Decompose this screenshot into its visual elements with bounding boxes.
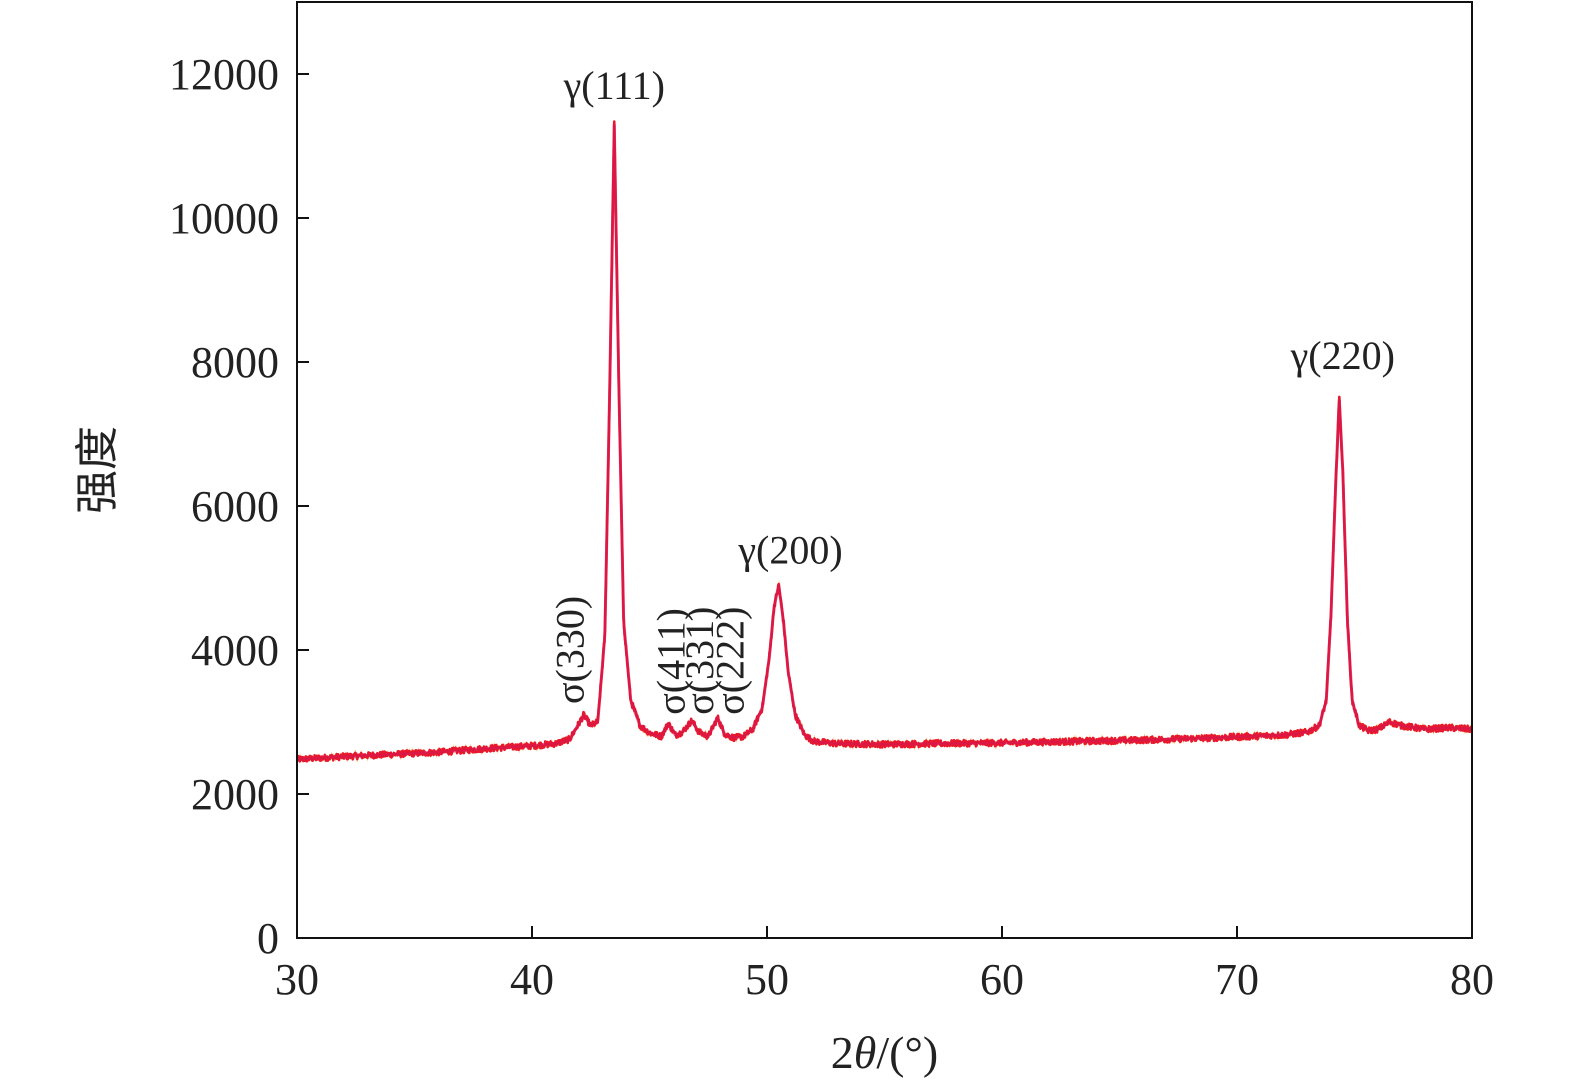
peak-label: γ(200) [737,528,842,573]
series-line [297,120,1472,763]
x-tick-label: 30 [275,955,319,1004]
peak-label: σ(411) [649,608,694,715]
x-axis-title-unit: /(°) [876,1027,938,1078]
y-tick-label: 4000 [191,626,279,675]
y-tick-label: 2000 [191,770,279,819]
x-axis-title: 2θ/(°) [831,1027,938,1078]
x-tick-label: 70 [1215,955,1259,1004]
x-tick-label: 50 [745,955,789,1004]
plot-area [297,120,1472,763]
x-axis-title-theta: θ [854,1027,877,1078]
x-tick-label: 80 [1450,955,1494,1004]
x-tick-label: 40 [510,955,554,1004]
x-tick-label: 60 [980,955,1024,1004]
peak-label: σ(330) [548,596,593,704]
y-tick-label: 8000 [191,338,279,387]
peak-annotations: γ(111) γ(200) γ(220) σ(330) σ(411)σ(331)σ(22… [548,63,1395,715]
y-tick-label: 0 [257,914,279,963]
y-tick-label: 6000 [191,482,279,531]
peak-label: γ(111) [563,63,665,108]
series-line-shadow [297,121,1472,763]
y-tick-label: 12000 [169,50,279,99]
plot-frame [296,1,1473,939]
x-axis-title-num: 2 [831,1027,854,1078]
peak-label: γ(220) [1290,333,1395,378]
y-tick-label: 10000 [169,194,279,243]
peak-label: σ(222) [707,607,752,715]
peak-label: σ(331) [677,607,722,715]
x-axis-ticks: 30 40 50 60 70 80 [275,926,1494,1004]
series-layer [297,120,1472,763]
series-line-core [297,124,1472,761]
y-axis-ticks: 0 2000 4000 6000 8000 10000 12000 [169,50,309,963]
y-axis-title: 强度 [72,426,123,514]
